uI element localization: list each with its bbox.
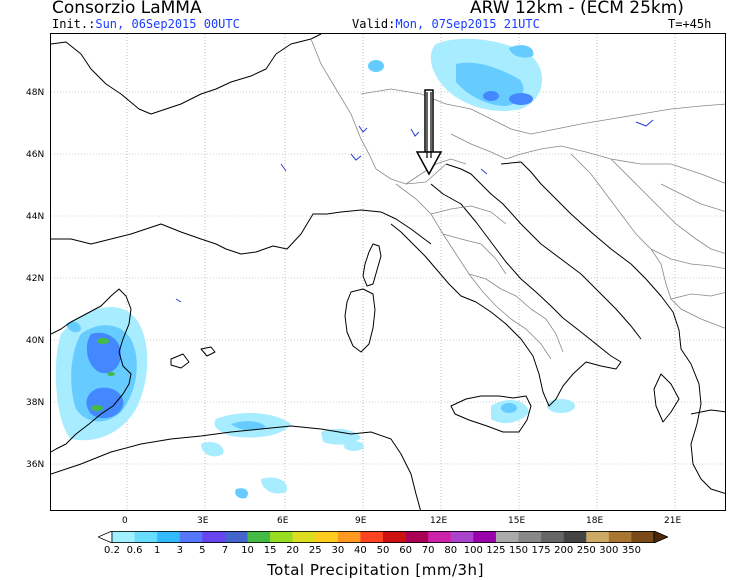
colorbar-segment (405, 531, 429, 543)
valid-label: Valid: (352, 17, 396, 31)
colorbar-tick-label: 50 (376, 545, 390, 556)
colorbar-tick-label: 10 (241, 545, 254, 556)
lat-label: 44N (26, 212, 45, 222)
colorbar-segment (495, 531, 519, 543)
colorbar-segment (179, 531, 203, 543)
graticule (51, 34, 725, 510)
lon-label: 6E (277, 516, 289, 526)
precip-colorbar (98, 531, 668, 543)
colorbar-segment (608, 531, 632, 543)
lat-label: 40N (26, 336, 45, 346)
colorbar-segment (112, 531, 135, 543)
init-label: Init.: (52, 17, 96, 31)
app-title: Consorzio LaMMA (52, 0, 202, 18)
colorbar-segment (473, 531, 497, 543)
colorbar-tick-label: 25 (308, 545, 322, 556)
lakes (175, 119, 654, 303)
precipitation-map (50, 33, 726, 511)
colorbar-tick-label: 15 (263, 545, 277, 556)
colorbar-segment (134, 531, 158, 543)
valid-time: Valid:Mon, 07Sep2015 21UTC (352, 17, 540, 31)
colorbar-tick-label: 60 (399, 545, 412, 556)
model-title: ARW 12km - (ECM 25km) (470, 0, 684, 18)
forecast-step: T=+45h (668, 17, 712, 31)
valid-value: Mon, 07Sep2015 21UTC (395, 17, 540, 31)
colorbar-tick-label: 5 (199, 545, 206, 556)
lon-label: 9E (355, 516, 367, 526)
init-value: Sun, 06Sep2015 00UTC (95, 17, 240, 31)
colorbar-segment (337, 531, 361, 543)
lon-label: 21E (664, 516, 682, 526)
colorbar-tick-label: 70 (421, 545, 435, 556)
colorbar-tick-label: 0.2 (104, 545, 120, 556)
colorbar-segment (360, 531, 384, 543)
lon-label: 0 (122, 516, 128, 526)
lat-label: 48N (26, 88, 45, 98)
colorbar-tick-label: 125 (486, 545, 506, 556)
init-time: Init.:Sun, 06Sep2015 00UTC (52, 17, 240, 31)
colorbar-tick-label: 150 (508, 545, 529, 556)
colorbar-tick-label: 250 (576, 545, 596, 556)
lat-label: 38N (26, 398, 45, 408)
colorbar-segment (450, 531, 474, 543)
colorbar-segment (631, 531, 655, 543)
colorbar-tick-label: 200 (554, 545, 574, 556)
colorbar-segment (653, 531, 668, 543)
lat-label: 42N (26, 274, 45, 284)
precipitation-field (55, 38, 575, 499)
colorbar-segment (292, 531, 316, 543)
colorbar-segment (270, 531, 293, 543)
colorbar-tick-label: 20 (286, 545, 300, 556)
colorbar-tick-label: 40 (354, 545, 367, 556)
lat-label: 46N (26, 150, 45, 160)
lon-label: 3E (197, 516, 209, 526)
colorbar-segment (383, 531, 406, 543)
colorbar-title: Total Precipitation [mm/3h] (267, 561, 484, 579)
down-arrow-icon (415, 89, 443, 176)
colorbar-segment (541, 531, 564, 543)
colorbar-segment (202, 531, 226, 543)
colorbar-segment (563, 531, 587, 543)
colorbar-segment (98, 531, 113, 543)
coastlines (51, 34, 725, 510)
colorbar-segment (428, 531, 452, 543)
colorbar-segment (224, 531, 248, 543)
colorbar-tick-label: 7 (221, 545, 229, 556)
colorbar-frame (111, 531, 655, 543)
colorbar-tick-label: 80 (444, 545, 458, 556)
lon-label: 15E (508, 516, 526, 526)
lat-label: 36N (26, 460, 45, 470)
colorbar-tick-label: 300 (599, 545, 619, 556)
colorbar-tick-label: 0.6 (126, 545, 143, 556)
colorbar-tick-label: 3 (176, 545, 183, 556)
colorbar-tick-label: 1 (153, 545, 161, 556)
colorbar-tick-label: 30 (331, 545, 345, 556)
colorbar-segment (518, 531, 542, 543)
colorbar-tick-label: 350 (621, 545, 641, 556)
colorbar-segment (247, 531, 271, 543)
colorbar-segment (315, 531, 339, 543)
colorbar-tick-label: 100 (463, 545, 483, 556)
lon-label: 18E (586, 516, 604, 526)
lon-label: 12E (430, 516, 448, 526)
colorbar-segment (157, 531, 181, 543)
colorbar-segment (586, 531, 610, 543)
map-canvas (51, 34, 725, 510)
colorbar-tick-label: 175 (531, 545, 551, 556)
